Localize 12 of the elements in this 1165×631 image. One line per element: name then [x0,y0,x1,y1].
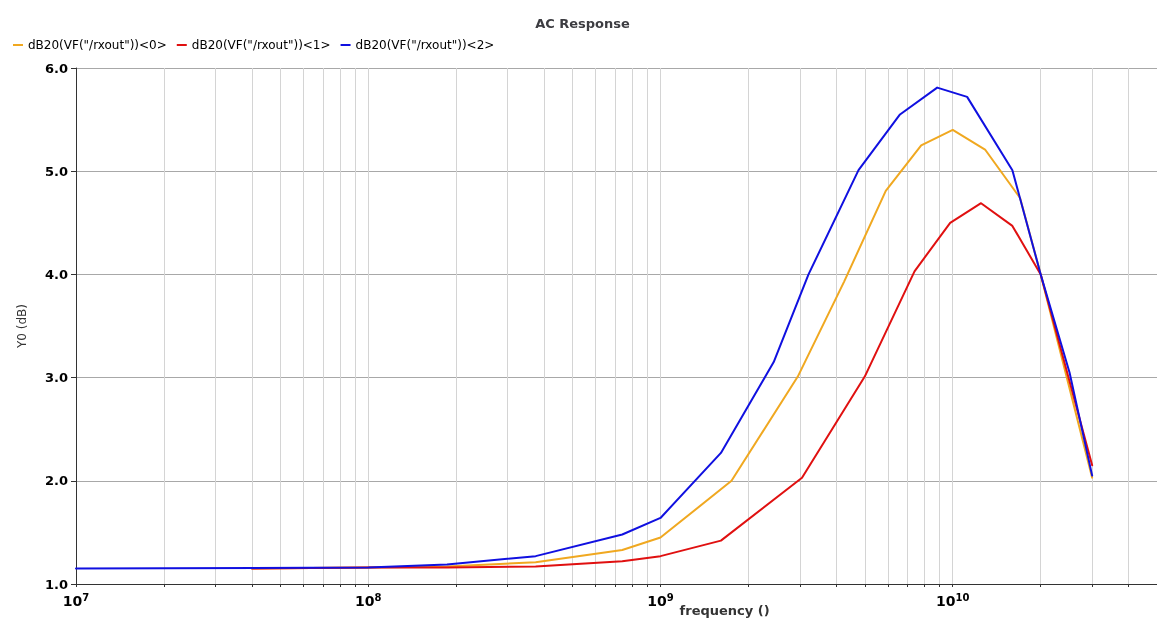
legend-label: dB20(VF("/rxout"))<0> [28,38,167,52]
y-axis-title: Y0 (dB) [15,304,29,349]
y-tick-label: 2.0 [44,473,68,489]
chart-title: AC Response [535,16,631,31]
legend-label: dB20(VF("/rxout"))<1> [191,38,331,52]
y-tick-label: 1.0 [44,576,68,592]
x-axis-title: frequency () [679,603,770,618]
y-tick-label: 4.0 [44,266,68,282]
y-tick-label: 5.0 [44,163,68,179]
y-tick-label: 6.0 [44,60,68,76]
y-tick-label: 3.0 [44,370,68,386]
legend-label: dB20(VF("/rxout"))<2> [355,38,495,52]
